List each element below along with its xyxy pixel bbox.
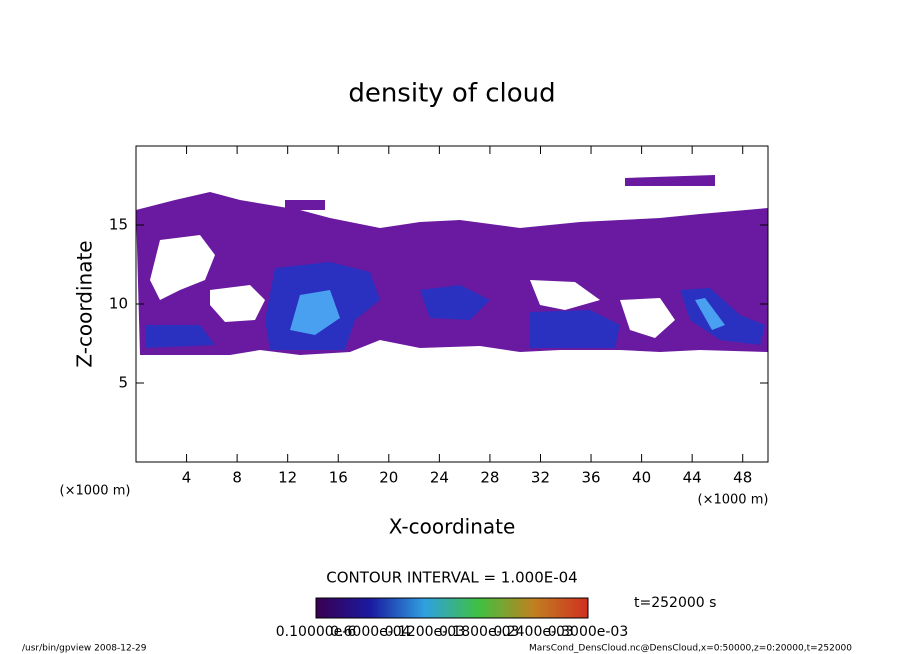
contour-field — [136, 175, 768, 355]
chart-title: density of cloud — [348, 79, 555, 109]
x-tick-label: 24 — [430, 469, 449, 487]
x-tick-label: 48 — [733, 469, 752, 487]
x-tick-label: 16 — [329, 469, 348, 487]
x-tick-label: 12 — [278, 469, 297, 487]
x-tick-label: 20 — [379, 469, 398, 487]
colorbar-label: 0.1200e-03 — [385, 624, 465, 640]
x-axis-label: X-coordinate — [389, 515, 516, 539]
colorbar-label: 0.3000e-03 — [548, 624, 628, 640]
x-unit-label: (×1000 m) — [60, 484, 131, 499]
y-axis-label: Z-coordinate — [73, 240, 97, 367]
colorbar — [315, 597, 589, 619]
colorbar-label: 0.1800e-03 — [439, 624, 519, 640]
x-tick-label: 28 — [480, 469, 499, 487]
x-tick-label: 8 — [232, 469, 242, 487]
x-unit-label: (×1000 m) — [698, 493, 769, 508]
x-tick-label: 32 — [531, 469, 550, 487]
x-tick-label: 4 — [182, 469, 192, 487]
y-tick-label: 15 — [109, 216, 128, 234]
footer: /usr/bin/gpview 2008-12-29 — [22, 644, 147, 654]
time-label: t=252000 s — [634, 595, 716, 611]
colorbar-label: 0.10000e-6 — [276, 624, 357, 640]
y-tick-label: 5 — [118, 374, 128, 392]
x-tick-label: 36 — [581, 469, 600, 487]
y-tick-label: 10 — [109, 295, 128, 313]
colorbar-label: 0.2400e-03 — [493, 624, 573, 640]
x-tick-label: 44 — [683, 469, 702, 487]
x-tick-label: 40 — [632, 469, 651, 487]
colorbar-label: 0.6000e-04 — [330, 624, 411, 640]
contour-interval: CONTOUR INTERVAL = 1.000E-04 — [326, 569, 577, 587]
footer: MarsCond_DensCloud.nc@DensCloud,x=0:5000… — [529, 644, 852, 654]
